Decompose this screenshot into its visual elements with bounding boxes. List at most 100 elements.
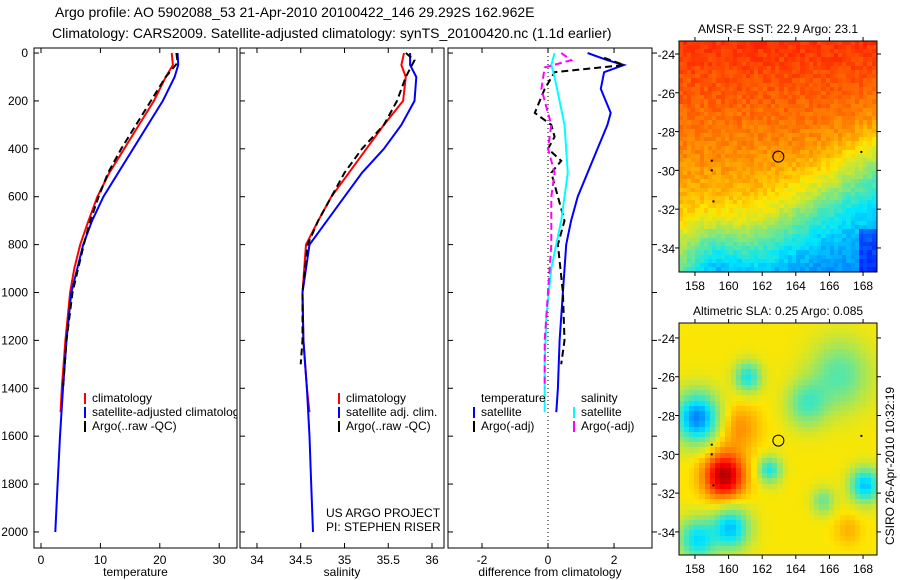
island-dot: [710, 453, 713, 456]
x-tick-label: 2: [611, 553, 618, 567]
x-tick-label: 36: [425, 553, 439, 567]
lat-tick-label: -32: [658, 203, 676, 217]
y-tick-label: 1800: [1, 477, 28, 491]
island-dot: [860, 150, 863, 153]
legend-swatch: [84, 407, 86, 418]
salinity-plot-frame: [239, 47, 445, 549]
lat-tick-label: -34: [658, 526, 676, 540]
legend-label: Argo(..raw -QC): [92, 419, 177, 433]
lat-tick-label: -32: [658, 487, 676, 501]
legend-group-title: temperature: [481, 391, 546, 405]
lon-tick-label: 166: [819, 279, 839, 293]
legend-label: satellite adj. clim.: [346, 405, 437, 419]
argo-float-marker: [772, 150, 785, 163]
lat-tick-label: -26: [658, 371, 676, 385]
temperature-plot-frame: [33, 47, 238, 549]
island-dot: [710, 443, 713, 446]
x-tick-label: 10: [94, 553, 108, 567]
legend-label: Argo(-adj): [581, 419, 634, 433]
legend-label: climatology: [346, 391, 406, 405]
legend-swatch: [338, 407, 340, 418]
island-dot: [712, 200, 715, 203]
salinity-xlabel: salinity: [324, 565, 361, 579]
lon-tick-label: 162: [752, 562, 772, 576]
legend-swatch: [338, 393, 340, 404]
timestamp-label: CSIRO 26-Apr-2010 10:32:19: [883, 387, 897, 545]
series-line-temperature-argo-adj-: [533, 56, 625, 365]
lon-tick-label: 158: [685, 562, 705, 576]
lat-tick-label: -30: [658, 164, 676, 178]
y-tick-label: 400: [8, 142, 28, 156]
temperature-panel: 0 10 20 30 0 200 400 600 800 1000 1200 1400 1600 1800…: [1, 46, 245, 579]
x-tick-label: -2: [477, 553, 488, 567]
legend-label: Argo(..raw -QC): [346, 419, 431, 433]
island-dot: [710, 169, 713, 172]
x-tick-label: 34: [250, 553, 264, 567]
credit-line-2: PI: STEPHEN RISER: [326, 520, 441, 534]
legend-label: satellite: [581, 405, 622, 419]
salinity-panel: 34 34.5 35 35.5 36 salinity climatologysatelli…: [239, 47, 445, 579]
lat-tick-label: -28: [658, 126, 676, 140]
lat-tick-label: -30: [658, 448, 676, 462]
lon-tick-label: 160: [719, 562, 739, 576]
y-tick-label: 1400: [1, 381, 28, 395]
credit-line-1: US ARGO PROJECT: [326, 506, 441, 520]
series-line-satellite-adj-clim-: [301, 53, 418, 533]
island-dot: [712, 484, 715, 487]
x-tick-label: 0: [545, 553, 552, 567]
series-line-satellite-adjusted-climatology: [54, 52, 180, 533]
x-tick-label: 35: [338, 553, 352, 567]
series-line-temperature-satellite: [555, 52, 628, 413]
y-tick-label: 600: [8, 190, 28, 204]
lon-tick-label: 168: [853, 279, 873, 293]
y-tick-label: 0: [21, 46, 28, 60]
lon-tick-label: 166: [819, 562, 839, 576]
y-tick-label: 1000: [1, 285, 28, 299]
island-dot: [860, 434, 863, 437]
lon-tick-label: 162: [752, 279, 772, 293]
legend-swatch: [473, 421, 475, 432]
difference-legend: temperaturesatelliteArgo(-adj)salinitysa…: [473, 391, 634, 433]
sla-map-title: Altimetric SLA: 0.25 Argo: 0.085: [693, 304, 863, 318]
legend-group-title: salinity: [581, 391, 618, 405]
argo-float-marker: [772, 434, 785, 447]
lon-tick-label: 158: [685, 279, 705, 293]
sla-map-frame: [678, 322, 878, 556]
lon-tick-label: 168: [853, 562, 873, 576]
lat-tick-label: -28: [658, 410, 676, 424]
lon-tick-label: 160: [719, 279, 739, 293]
series-line-salinity-satellite: [543, 52, 569, 413]
island-dot: [710, 159, 713, 162]
sst-map-axes: AMSR-E SST: 22.9 Argo: 23.1 158 160 162 164 1…: [658, 22, 881, 293]
legend-swatch: [84, 421, 86, 432]
legend-label: satellite-adjusted climatology: [92, 405, 245, 419]
sst-map-image: [679, 41, 877, 272]
sla-map-axes: Altimetric SLA: 0.25 Argo: 0.085 158 160 16…: [658, 304, 881, 576]
lat-tick-label: -24: [658, 48, 676, 62]
lat-tick-label: -26: [658, 87, 676, 101]
sla-map-image: [679, 323, 877, 555]
lon-tick-label: 164: [786, 562, 806, 576]
legend-label: Argo(-adj): [481, 419, 534, 433]
figure-title: Argo profile: AO 5902088_53 21-Apr-2010 …: [55, 4, 535, 20]
series-line-salinity-argo-adj-: [540, 52, 574, 389]
x-tick-label: 35.5: [377, 553, 401, 567]
series-line-argo-raw-qc-: [62, 52, 179, 389]
difference-xlabel: difference from climatology: [478, 565, 621, 579]
legend-swatch: [573, 407, 575, 418]
lat-tick-label: -34: [658, 242, 676, 256]
y-tick-label: 800: [8, 238, 28, 252]
legend-swatch: [473, 407, 475, 418]
series-line-argo-raw-qc-: [299, 52, 416, 365]
y-tick-label: 1600: [1, 429, 28, 443]
lon-tick-label: 164: [786, 279, 806, 293]
lat-tick-label: -24: [658, 332, 676, 346]
legend-swatch: [84, 393, 86, 404]
legend-label: satellite: [481, 405, 522, 419]
y-tick-label: 1200: [1, 333, 28, 347]
